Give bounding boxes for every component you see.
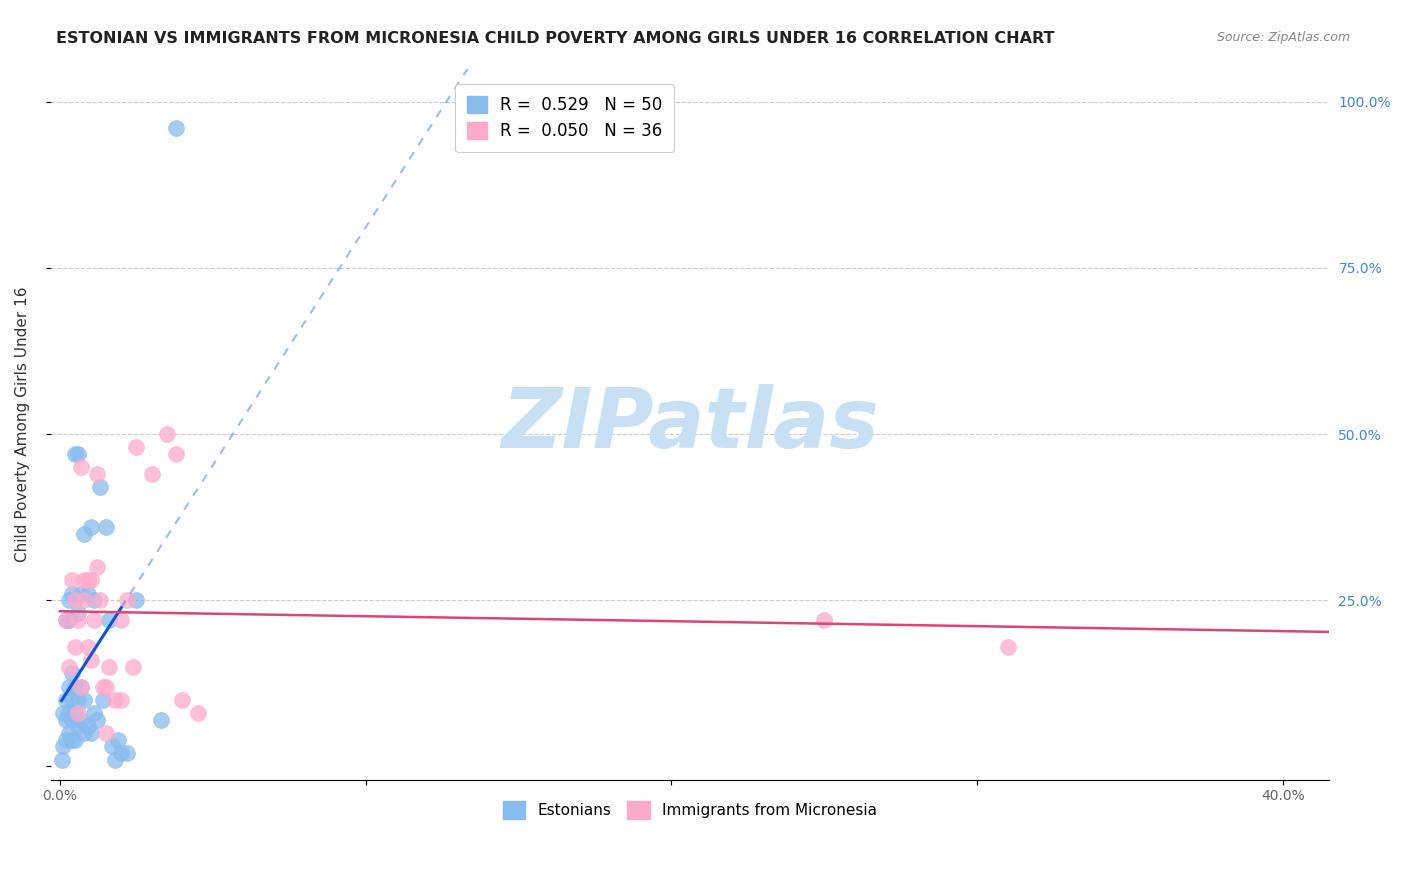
- Point: [107, 732, 129, 747]
- Point: [125, 593, 148, 607]
- Point: [65, 680, 87, 694]
- Point: [125, 440, 148, 454]
- Point: [91, 693, 114, 707]
- Point: [51, 753, 73, 767]
- Point: [73, 693, 96, 707]
- Point: [89, 480, 111, 494]
- Point: [70, 680, 93, 694]
- Point: [83, 613, 105, 627]
- Legend: Estonians, Immigrants from Micronesia: Estonians, Immigrants from Micronesia: [496, 795, 883, 825]
- Point: [76, 573, 98, 587]
- Point: [79, 653, 101, 667]
- Point: [122, 659, 145, 673]
- Point: [117, 593, 139, 607]
- Point: [172, 693, 194, 707]
- Point: [76, 640, 98, 654]
- Point: [60, 732, 83, 747]
- Point: [60, 666, 83, 681]
- Point: [58, 680, 80, 694]
- Point: [58, 593, 80, 607]
- Point: [91, 680, 114, 694]
- Point: [67, 706, 90, 720]
- Point: [813, 613, 835, 627]
- Point: [55, 613, 77, 627]
- Text: Source: ZipAtlas.com: Source: ZipAtlas.com: [1216, 31, 1350, 45]
- Point: [60, 573, 83, 587]
- Point: [60, 693, 83, 707]
- Point: [67, 613, 90, 627]
- Point: [141, 467, 163, 481]
- Y-axis label: Child Poverty Among Girls Under 16: Child Poverty Among Girls Under 16: [15, 286, 30, 562]
- Point: [58, 706, 80, 720]
- Point: [94, 520, 117, 534]
- Point: [67, 719, 90, 733]
- Point: [86, 560, 108, 574]
- Point: [94, 680, 117, 694]
- Point: [76, 586, 98, 600]
- Point: [55, 713, 77, 727]
- Point: [58, 659, 80, 673]
- Point: [58, 726, 80, 740]
- Point: [104, 693, 127, 707]
- Point: [52, 706, 75, 720]
- Point: [104, 753, 127, 767]
- Point: [97, 659, 120, 673]
- Point: [86, 713, 108, 727]
- Point: [67, 447, 90, 461]
- Point: [156, 427, 179, 442]
- Point: [70, 586, 93, 600]
- Point: [110, 693, 132, 707]
- Point: [67, 693, 90, 707]
- Point: [55, 613, 77, 627]
- Point: [79, 573, 101, 587]
- Point: [187, 706, 209, 720]
- Point: [79, 520, 101, 534]
- Point: [73, 593, 96, 607]
- Point: [65, 593, 87, 607]
- Point: [70, 460, 93, 475]
- Point: [55, 732, 77, 747]
- Point: [165, 447, 187, 461]
- Point: [65, 447, 87, 461]
- Text: ZIPatlas: ZIPatlas: [501, 384, 879, 465]
- Point: [73, 573, 96, 587]
- Point: [101, 739, 124, 754]
- Point: [76, 719, 98, 733]
- Point: [165, 121, 187, 136]
- Point: [94, 726, 117, 740]
- Point: [73, 526, 96, 541]
- Point: [55, 693, 77, 707]
- Text: ESTONIAN VS IMMIGRANTS FROM MICRONESIA CHILD POVERTY AMONG GIRLS UNDER 16 CORREL: ESTONIAN VS IMMIGRANTS FROM MICRONESIA C…: [56, 31, 1054, 46]
- Point: [79, 726, 101, 740]
- Point: [83, 706, 105, 720]
- Point: [997, 640, 1019, 654]
- Point: [110, 746, 132, 760]
- Point: [89, 593, 111, 607]
- Point: [65, 706, 87, 720]
- Point: [83, 593, 105, 607]
- Point: [60, 713, 83, 727]
- Point: [97, 613, 120, 627]
- Point: [110, 613, 132, 627]
- Point: [65, 640, 87, 654]
- Point: [73, 726, 96, 740]
- Point: [58, 613, 80, 627]
- Point: [60, 586, 83, 600]
- Point: [149, 713, 172, 727]
- Point: [52, 739, 75, 754]
- Point: [70, 713, 93, 727]
- Point: [70, 680, 93, 694]
- Point: [67, 607, 90, 621]
- Point: [86, 467, 108, 481]
- Point: [65, 732, 87, 747]
- Point: [117, 746, 139, 760]
